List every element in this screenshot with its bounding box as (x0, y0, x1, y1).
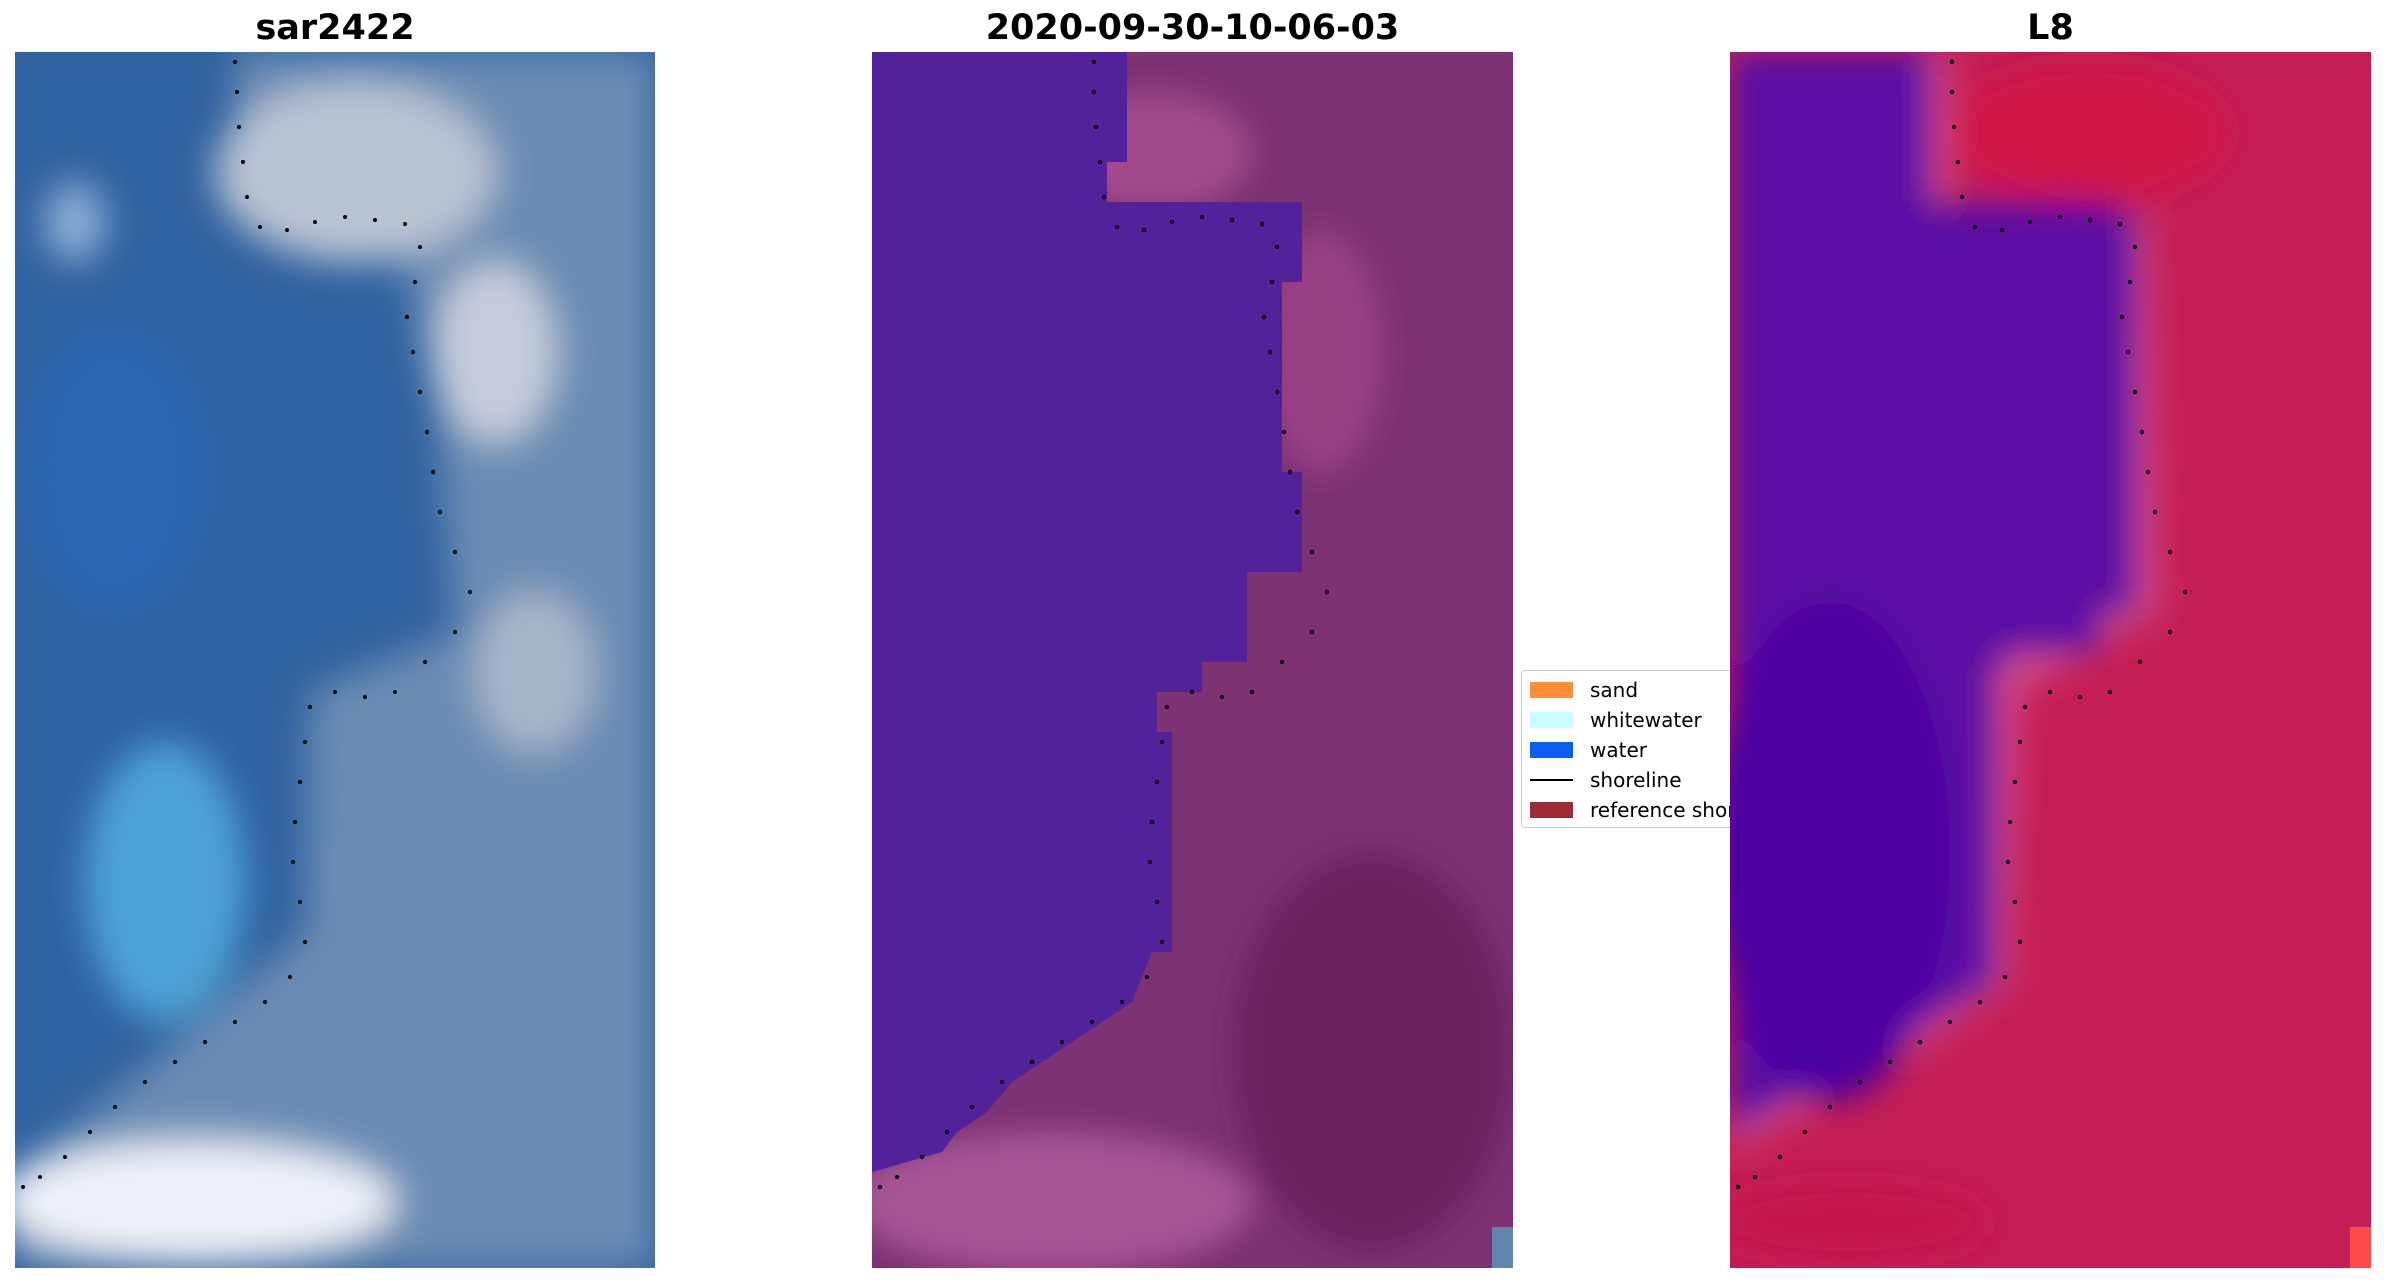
classified-image-panel (872, 52, 1513, 1268)
legend: sand whitewater water shoreline referenc… (1521, 670, 1730, 828)
legend-swatch-whitewater (1530, 712, 1573, 728)
legend-label-reference-shoreline: reference shoreline (1590, 798, 1730, 822)
legend-swatch-sand (1530, 682, 1573, 698)
index-image (1730, 52, 2371, 1268)
panel-title-l8: L8 (2027, 8, 2074, 48)
legend-label-whitewater: whitewater (1590, 708, 1702, 732)
legend-label-shoreline: shoreline (1590, 768, 1682, 792)
rgb-image-panel (15, 52, 655, 1268)
classified-image (872, 52, 1513, 1268)
shoreline-points (878, 60, 1329, 1189)
legend-line-shoreline (1530, 779, 1573, 781)
water-class-area (872, 52, 1302, 1172)
legend-swatch-reference-shoreline (1530, 802, 1573, 818)
legend-label-sand: sand (1590, 678, 1639, 702)
legend-swatch-water (1530, 742, 1573, 758)
shoreline-points (21, 60, 472, 1189)
panel-title-sar2422: sar2422 (255, 8, 415, 48)
rgb-image (15, 52, 655, 1268)
panel-title-date: 2020-09-30-10-06-03 (985, 8, 1400, 48)
legend-label-water: water (1590, 738, 1647, 762)
index-image-panel (1730, 52, 2371, 1268)
shoreline-points (1736, 60, 2187, 1189)
